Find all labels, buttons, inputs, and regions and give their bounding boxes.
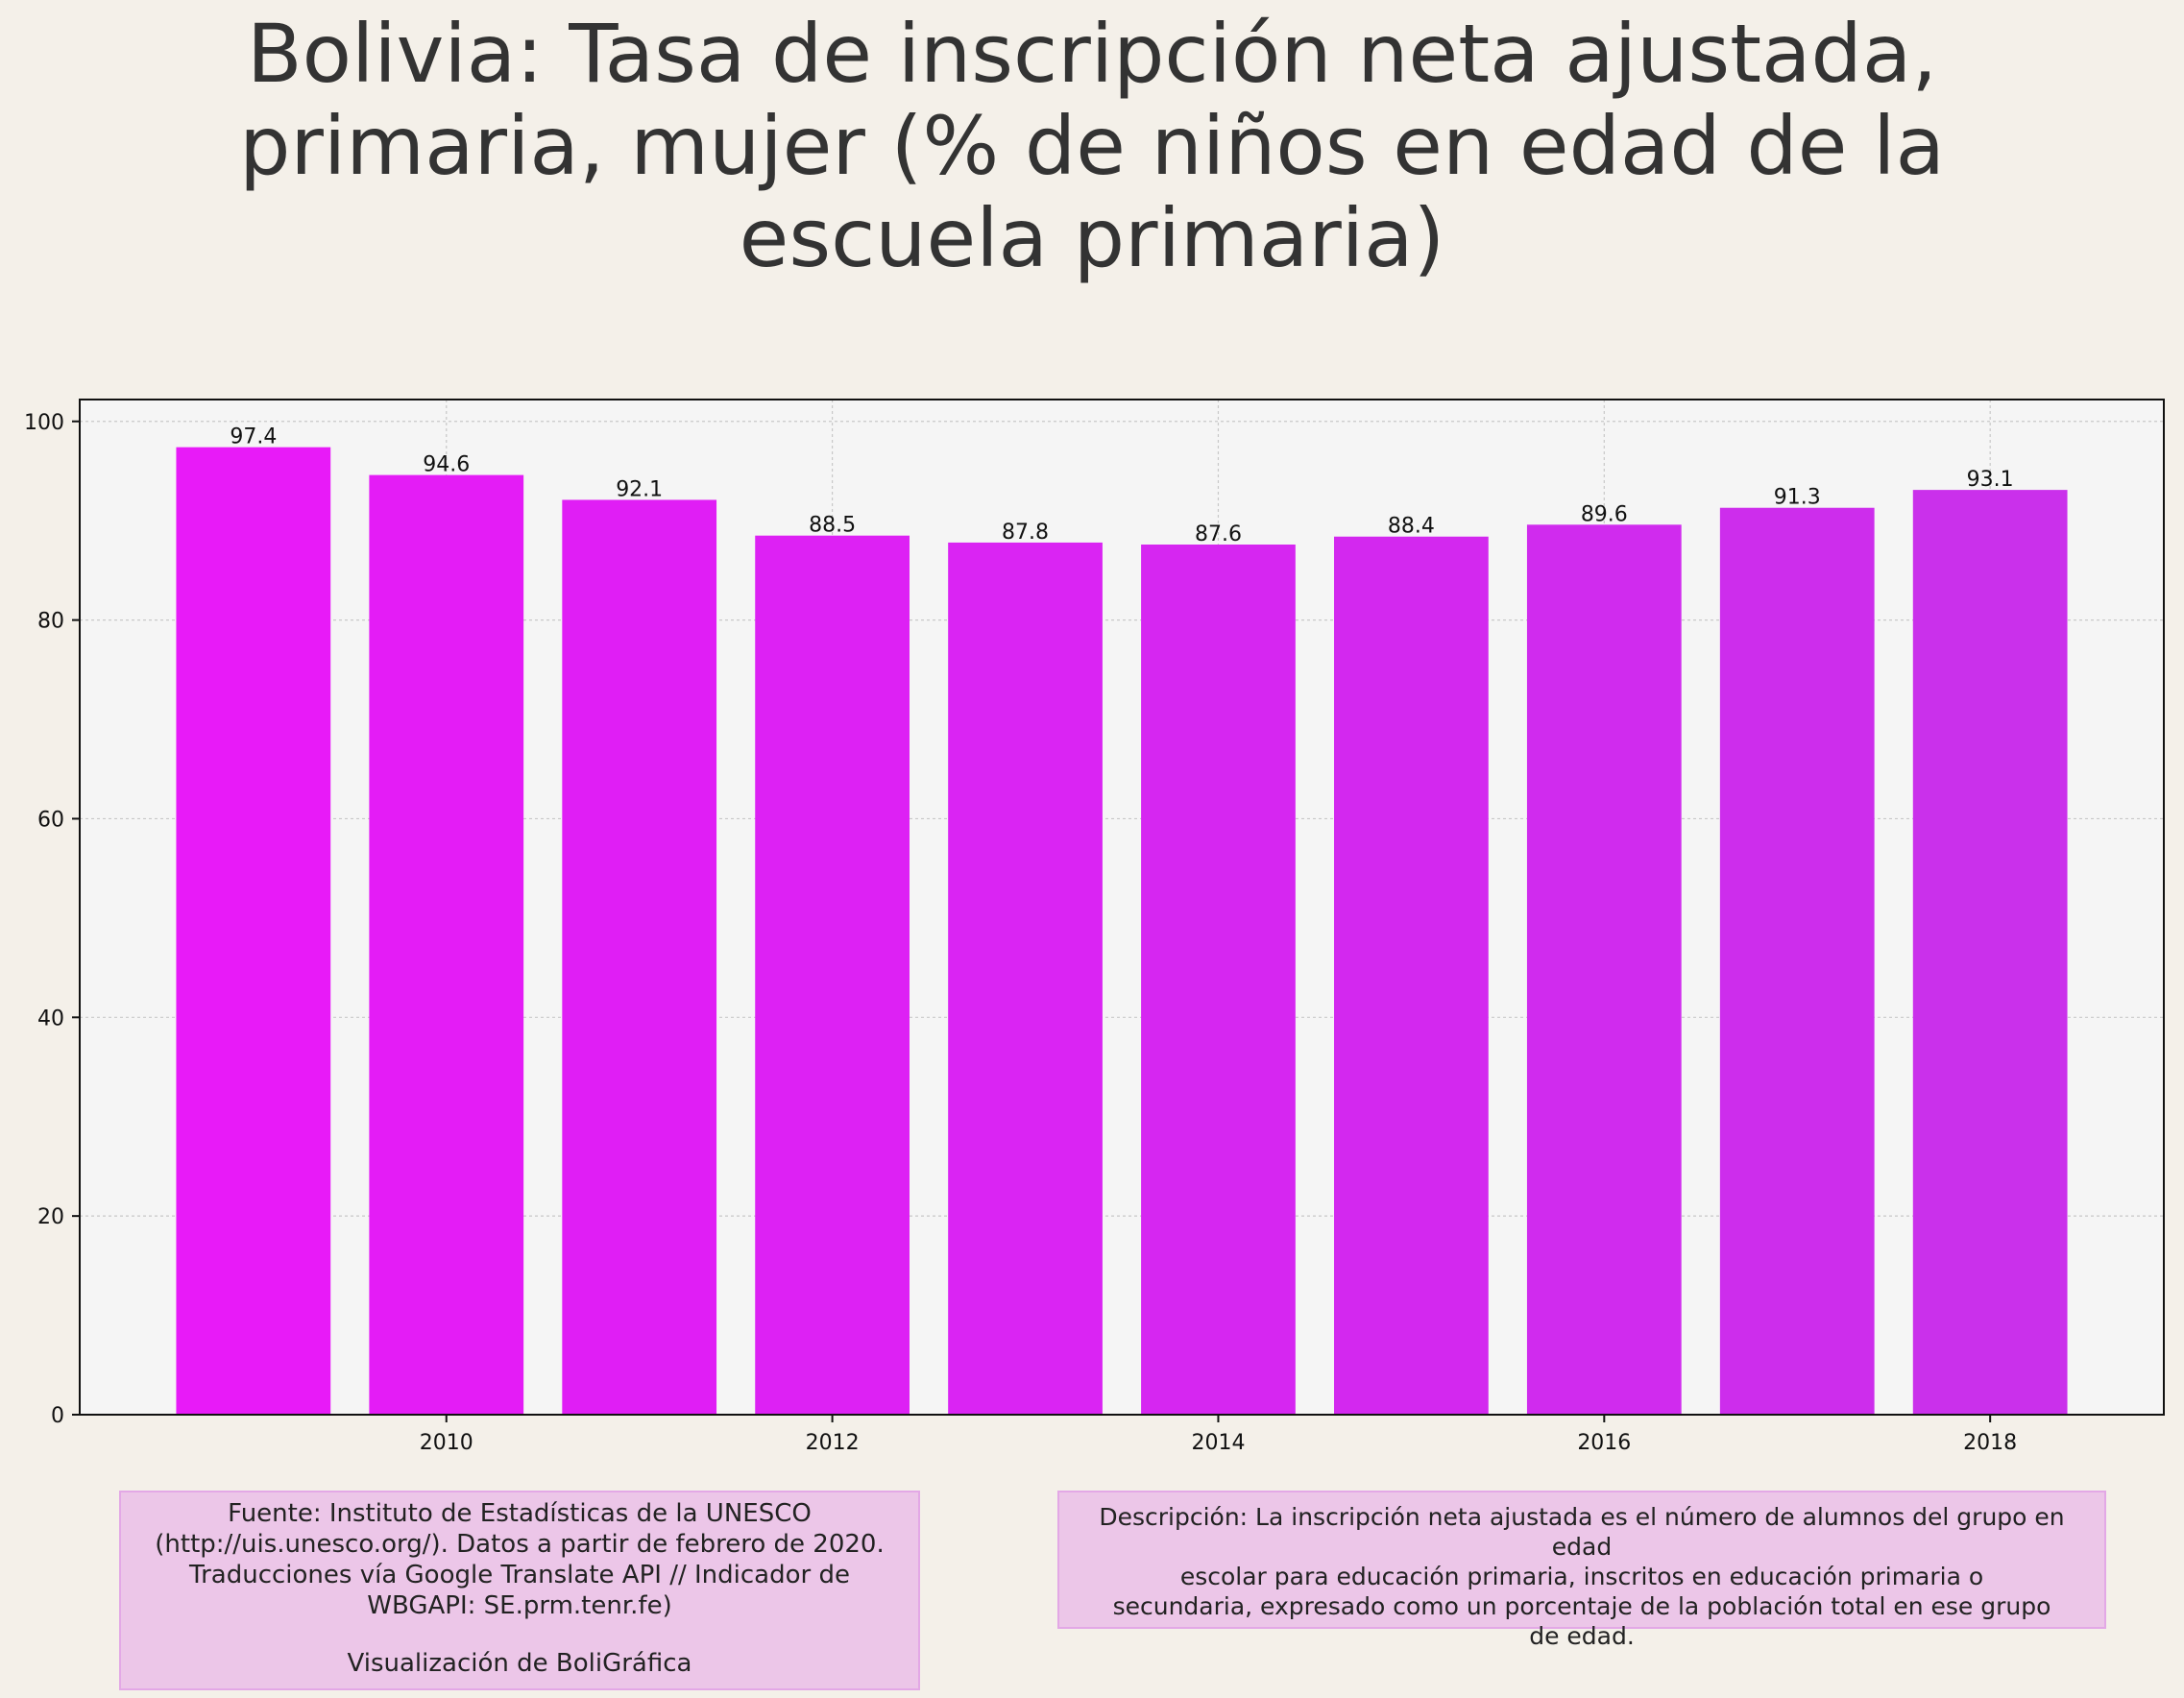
chart-title: Bolivia: Tasa de inscripción neta ajusta… bbox=[0, 8, 2184, 284]
bar bbox=[562, 499, 717, 1415]
y-tick-label: 100 bbox=[24, 411, 64, 435]
description-note: Descripción: La inscripción neta ajustad… bbox=[1057, 1491, 2106, 1650]
title-line: escuela primaria) bbox=[739, 191, 1445, 285]
x-tick-label: 2010 bbox=[420, 1431, 473, 1455]
bar-value-label: 93.1 bbox=[1967, 468, 2014, 492]
bar-value-label: 87.8 bbox=[1002, 521, 1049, 545]
y-axis: 0 20 40 60 80 100 bbox=[24, 411, 80, 1428]
source-note: Fuente: Instituto de Estadísticas de la … bbox=[119, 1491, 920, 1690]
y-tick-label: 0 bbox=[51, 1404, 64, 1428]
description-line: Descripción: La inscripción neta ajustad… bbox=[1099, 1503, 2065, 1561]
title-line: primaria, mujer (% de niños en edad de l… bbox=[239, 99, 1945, 193]
bar bbox=[1334, 536, 1489, 1415]
bar bbox=[1526, 524, 1682, 1415]
bar bbox=[369, 474, 524, 1415]
credit-line: Visualización de BoliGráfica bbox=[347, 1649, 692, 1678]
bar-value-label: 88.5 bbox=[809, 514, 856, 538]
title-line: Bolivia: Tasa de inscripción neta ajusta… bbox=[246, 7, 1938, 101]
x-tick-label: 2018 bbox=[1963, 1431, 2017, 1455]
y-tick-label: 80 bbox=[37, 610, 64, 634]
y-tick-label: 60 bbox=[37, 808, 64, 832]
bar bbox=[1141, 545, 1296, 1415]
description-line: secundaria, expresado como un porcentaje… bbox=[1112, 1592, 2051, 1620]
bar-value-label: 89.6 bbox=[1581, 502, 1628, 526]
bar-value-label: 94.6 bbox=[423, 453, 470, 477]
description-line: de edad. bbox=[1529, 1622, 1635, 1650]
x-axis: 2010 2012 2014 2016 2018 bbox=[420, 1415, 2017, 1455]
bar bbox=[948, 542, 1103, 1415]
bar bbox=[1719, 507, 1875, 1415]
bar-labels: 97.4 94.6 92.1 88.5 87.8 87.6 88.4 89.6 91.3 93.1 bbox=[230, 425, 2013, 546]
x-tick-label: 2012 bbox=[806, 1431, 860, 1455]
bars bbox=[176, 447, 2068, 1416]
bar bbox=[755, 535, 910, 1415]
bar-value-label: 92.1 bbox=[616, 477, 663, 501]
bar-value-label: 87.6 bbox=[1195, 522, 1242, 546]
source-line: WBGAPI: SE.prm.tenr.fe) bbox=[367, 1591, 672, 1620]
bar-value-label: 91.3 bbox=[1774, 486, 1821, 510]
y-tick-label: 20 bbox=[37, 1205, 64, 1229]
source-line: (http://uis.unesco.org/). Datos a partir… bbox=[155, 1530, 885, 1559]
bar bbox=[1912, 490, 2068, 1415]
description-line: escolar para educación primaria, inscrit… bbox=[1179, 1563, 1984, 1590]
x-tick-label: 2016 bbox=[1577, 1431, 1631, 1455]
x-tick-label: 2014 bbox=[1191, 1431, 1245, 1455]
bar-chart: 97.4 94.6 92.1 88.5 87.8 87.6 88.4 89.6 91.3 93.1… bbox=[24, 399, 2165, 1455]
source-line: Traducciones vía Google Translate API //… bbox=[189, 1561, 850, 1589]
plot-frame bbox=[79, 399, 2165, 1416]
bar-value-label: 88.4 bbox=[1388, 515, 1435, 539]
y-tick-label: 40 bbox=[37, 1007, 64, 1031]
bar-value-label: 97.4 bbox=[230, 425, 277, 449]
source-line: Fuente: Instituto de Estadísticas de la … bbox=[228, 1499, 812, 1528]
bar bbox=[176, 447, 331, 1416]
